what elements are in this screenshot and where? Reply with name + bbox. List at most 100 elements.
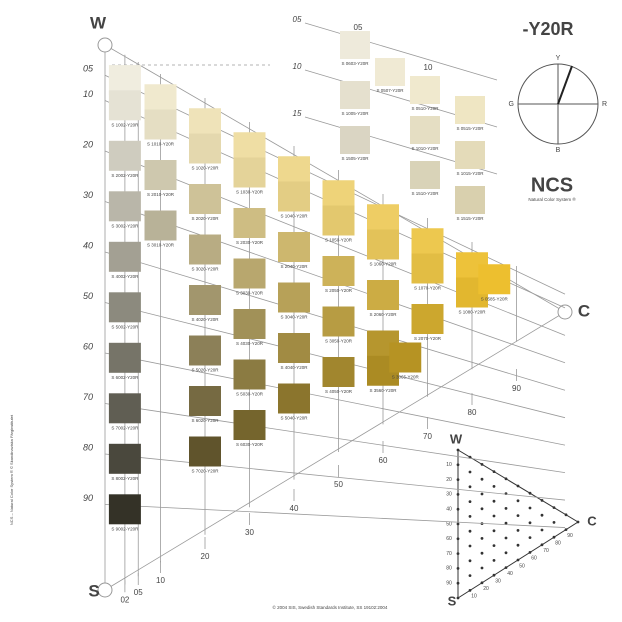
inset-dot [516, 543, 520, 547]
color-swatch [322, 180, 355, 211]
inset-dot [456, 522, 460, 526]
color-swatch [340, 31, 370, 59]
inset-dot [528, 536, 532, 539]
color-swatch [389, 342, 422, 373]
swatch-code: S 5002-Y20R [111, 324, 139, 329]
inset-dot [468, 470, 472, 474]
swatch-code: S 2070-Y20R [414, 336, 442, 341]
inset-dot [540, 499, 544, 502]
inset-dot [540, 543, 544, 547]
inset-dot [564, 513, 568, 517]
inset-dot [468, 529, 472, 533]
color-swatch [410, 76, 440, 104]
swatch-code: S 4002-Y20R [111, 274, 139, 279]
swatch-code: S 7002-Y20R [111, 425, 139, 430]
color-swatch [108, 191, 141, 222]
inset-s-label: 40 [446, 507, 452, 513]
color-swatch [455, 186, 485, 214]
grid-line [104, 453, 566, 501]
swatch-code: S 1505-Y20R [341, 156, 369, 161]
color-swatch [144, 84, 177, 115]
swatch-code: S 1510-Y20R [411, 191, 439, 196]
color-swatch [108, 90, 141, 121]
color-swatch [233, 132, 266, 163]
inset-dot [528, 506, 532, 510]
color-swatch [278, 181, 310, 212]
color-swatch [108, 342, 141, 373]
color-swatch [189, 285, 221, 315]
page-title: -Y20R [522, 19, 573, 39]
inset-s-label: 50 [446, 521, 452, 527]
blackness-label: 50 [83, 291, 93, 301]
color-swatch [189, 386, 221, 416]
inset-dot [516, 529, 520, 532]
inset-s-label: 60 [446, 536, 452, 542]
inset-dot [552, 535, 556, 539]
inset-dot [468, 589, 472, 592]
color-swatch [410, 161, 440, 189]
inset-dot [480, 477, 484, 481]
inset-dot [516, 558, 520, 562]
color-swatch [340, 81, 370, 109]
swatch-code: S 1515-Y20R [456, 216, 484, 221]
swatch-code: S 6030-Y20R [236, 442, 264, 447]
inset-s-label: 10 [446, 462, 452, 468]
color-swatch [233, 359, 266, 390]
grid-line [104, 150, 566, 336]
swatch-code: S 4050-Y20R [325, 389, 353, 394]
swatch-code: S 2060-Y20R [369, 312, 397, 317]
color-swatch [322, 306, 355, 337]
swatch-code: S 1015-Y20R [456, 171, 484, 176]
inset-dot [456, 552, 460, 555]
inset-dot [468, 544, 472, 548]
chromaticness-label: 10 [156, 576, 165, 585]
hue-label: R [602, 101, 607, 108]
inset-dot [456, 448, 460, 452]
color-swatch [367, 204, 399, 235]
inset-corner-c: C [587, 513, 597, 528]
swatch-code: S 3002-Y20R [111, 223, 139, 228]
swatch-code: S 2030-Y20R [236, 240, 264, 245]
inset-dot [516, 499, 520, 503]
inset-dot [552, 506, 556, 509]
color-swatch [278, 333, 310, 363]
inset-dot [468, 559, 472, 563]
color-swatch [108, 241, 141, 272]
swatch-code: S 0510-Y20R [411, 106, 439, 111]
whiteness-row-label: 10 [293, 62, 302, 71]
inset-dot [468, 515, 472, 518]
swatch-code: S 6002-Y20R [111, 375, 139, 380]
swatch-code: S 2010-Y20R [147, 192, 175, 197]
inset-dot [456, 463, 460, 467]
inset-s-label: 80 [446, 566, 452, 572]
whiteness-row-label: 05 [293, 15, 302, 24]
swatch-code: S 1005-Y20R [341, 111, 369, 116]
blackness-label: 30 [83, 190, 93, 200]
inset-s-label: 30 [446, 492, 452, 498]
swatch-code: S 6020-Y20R [191, 418, 219, 423]
color-swatch [108, 140, 141, 171]
side-note: NCS – Natural Color System ® © Skandinav… [9, 414, 14, 525]
inset-corner-w: W [450, 431, 463, 446]
color-swatch [233, 208, 266, 238]
inset-c-label: 30 [495, 579, 501, 585]
inset-dot [468, 574, 472, 577]
swatch-code: S 5030-Y20R [236, 392, 264, 397]
color-swatch [233, 258, 266, 289]
inset-dot [528, 551, 532, 554]
inset-dot [504, 551, 508, 555]
color-swatch [410, 116, 440, 144]
inset-dot [504, 521, 508, 525]
inset-dot [456, 537, 460, 541]
chromaticness-label: 02 [120, 595, 129, 604]
chromaticness-label: 60 [379, 456, 388, 465]
chromaticness-label: 30 [245, 528, 254, 537]
blackness-label: 60 [83, 341, 93, 351]
swatch-code: S 3030-Y20R [236, 291, 264, 296]
inset-dot [504, 477, 508, 481]
swatch-code: S 4020-Y20R [191, 317, 219, 322]
color-swatch [233, 157, 266, 188]
swatch-code: S 1080-Y20R [458, 310, 486, 315]
chromaticness-label: 50 [334, 480, 343, 489]
